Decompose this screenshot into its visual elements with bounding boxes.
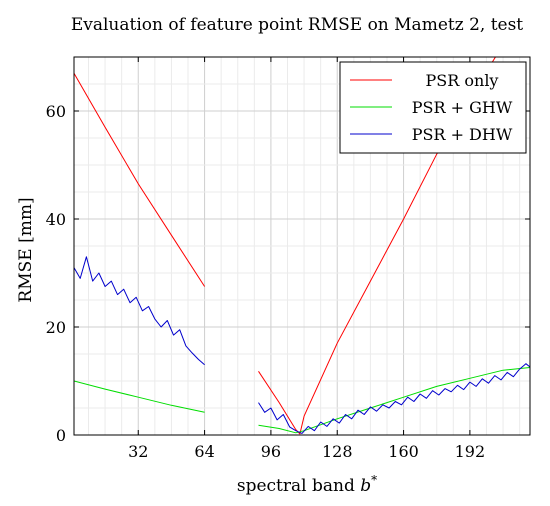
series-layer <box>74 57 530 435</box>
x-tick-label: 96 <box>261 442 281 461</box>
x-axis-label: spectral band b* <box>237 473 377 496</box>
chart-title: Evaluation of feature point RMSE on Mame… <box>71 15 523 35</box>
ticks: 32 64 96 128 160 192 0 20 40 60 <box>46 57 530 461</box>
series-line-psr-ghw-segment-1 <box>74 380 205 413</box>
x-tick-label: 192 <box>455 442 486 461</box>
legend: PSR only PSR + GHW PSR + DHW <box>339 61 527 154</box>
y-tick-label: 40 <box>46 210 66 229</box>
legend-label-psr-dhw: PSR + DHW <box>412 125 513 144</box>
y-tick-label: 60 <box>46 102 66 121</box>
x-tick-label: 32 <box>128 442 148 461</box>
series-line-psr-dhw-segment-2 <box>258 363 530 434</box>
y-tick-label: 0 <box>56 426 66 445</box>
plot-frame <box>73 56 531 436</box>
x-tick-label: 128 <box>322 442 353 461</box>
series-line-psr-ghw-segment-2 <box>258 367 530 434</box>
x-tick-label: 64 <box>194 442 214 461</box>
y-tick-label: 20 <box>46 318 66 337</box>
series-line-psr-dhw-segment-1 <box>74 256 205 366</box>
series-line-psr-only-segment-1 <box>74 72 206 287</box>
x-tick-label: 160 <box>388 442 419 461</box>
legend-label-psr-only: PSR only <box>426 71 499 90</box>
legend-label-psr-ghw: PSR + GHW <box>412 98 513 117</box>
y-axis-label: RMSE [mm] <box>16 197 36 302</box>
